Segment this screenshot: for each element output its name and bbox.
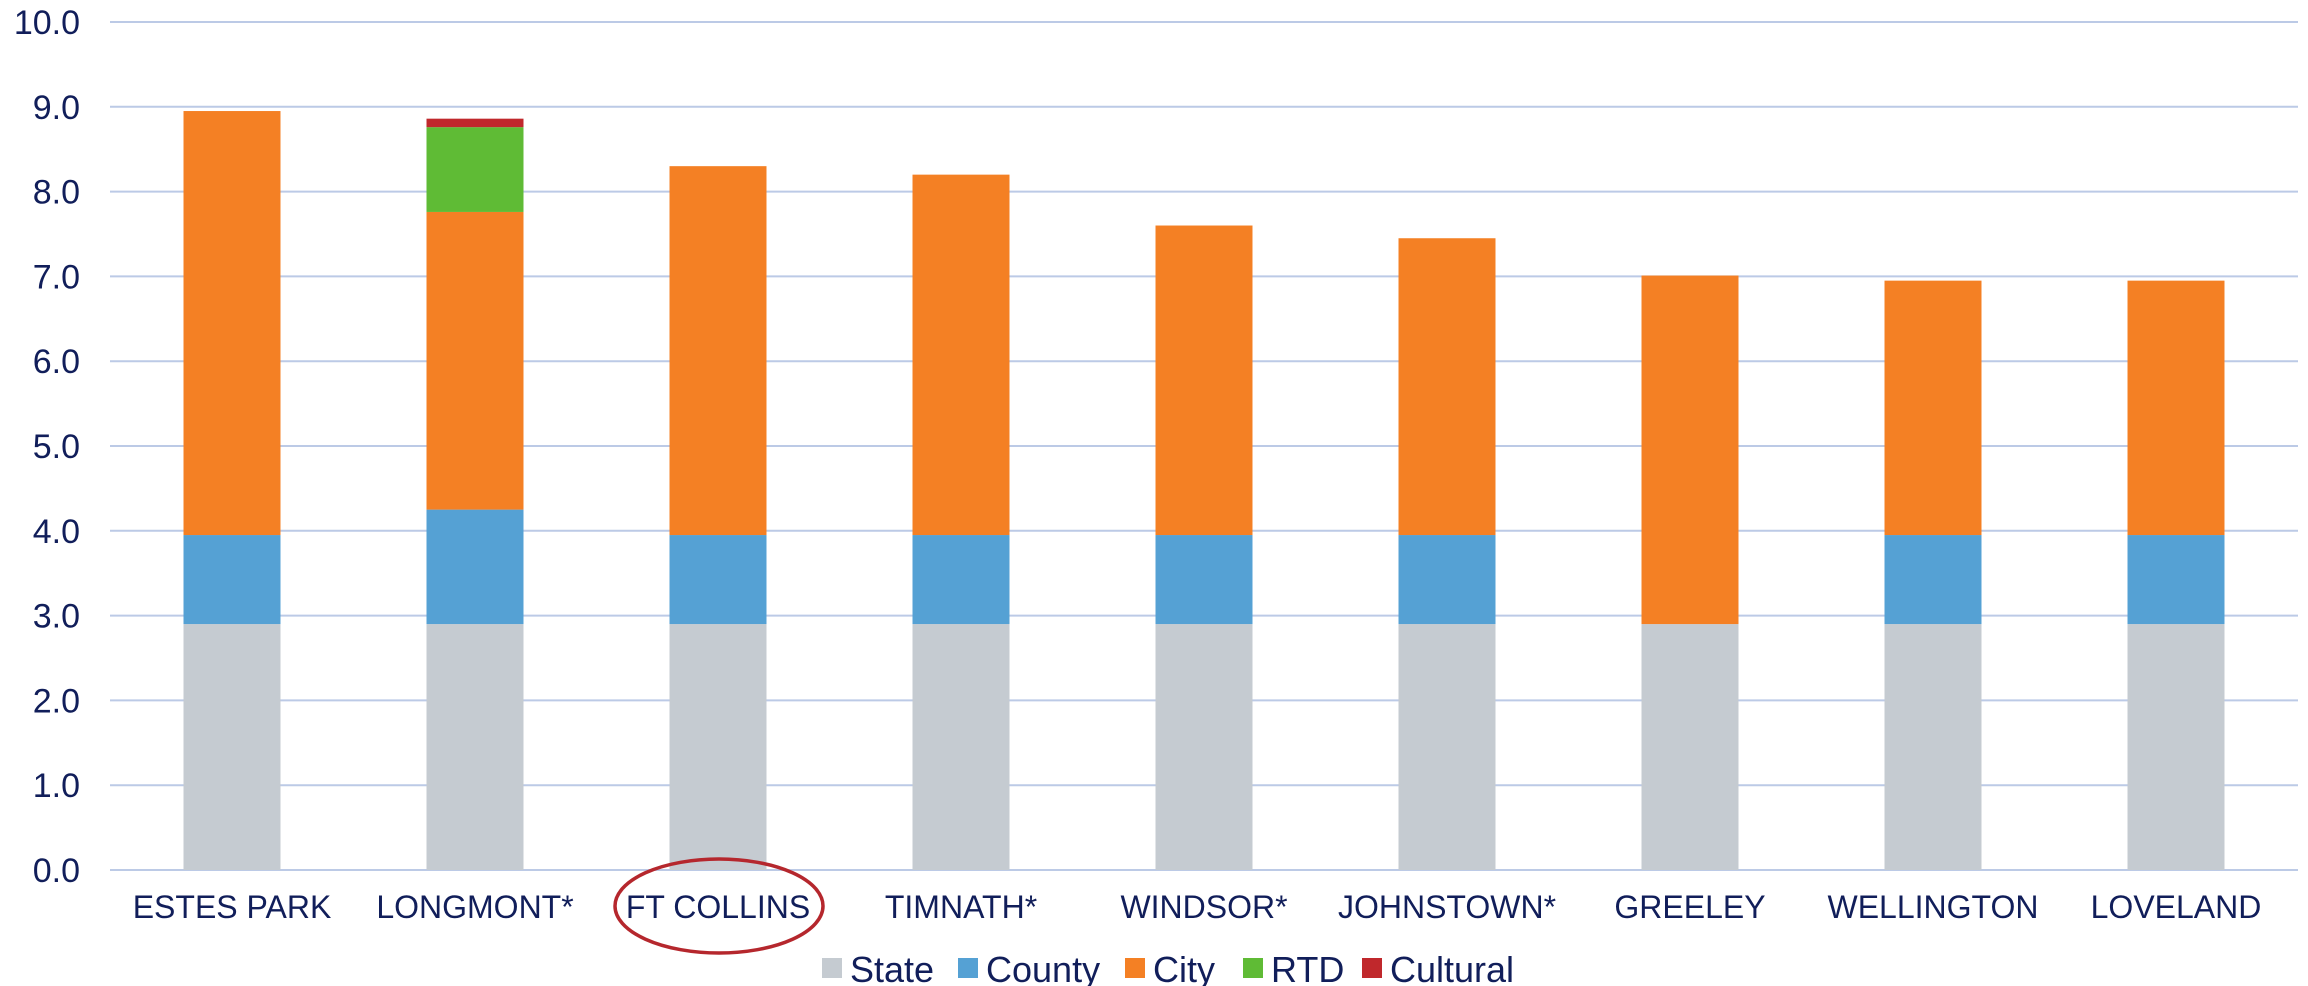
x-category-label: TIMNATH* [885, 889, 1037, 925]
bars [183, 111, 2225, 870]
x-category-label: JOHNSTOWN* [1338, 889, 1556, 925]
bar-longmont-city [426, 211, 524, 510]
bar-estes-park-city [183, 111, 281, 536]
x-category-label: ESTES PARK [133, 889, 332, 925]
y-tick-label: 1.0 [33, 767, 80, 805]
bar-timnath-state [912, 624, 1010, 870]
bar-ft-collins-city [669, 166, 767, 536]
bar-estes-park-state [183, 624, 281, 870]
bar-wellington-state [1884, 624, 1982, 870]
bar-windsor-city [1155, 225, 1253, 536]
bar-longmont-cultural [426, 118, 524, 128]
bar-wellington-county [1884, 535, 1982, 625]
legend-label-state: State [850, 949, 934, 986]
y-tick-label: 3.0 [33, 598, 80, 636]
bar-longmont-state [426, 624, 524, 870]
legend-swatch-state [822, 958, 842, 978]
highlight-annotation [613, 857, 825, 955]
y-tick-label: 5.0 [33, 428, 80, 466]
highlight-ellipse [613, 857, 825, 955]
y-tick-label: 7.0 [33, 258, 80, 296]
legend-swatch-cultural [1362, 958, 1382, 978]
x-category-label: WELLINGTON [1828, 889, 2039, 925]
bar-windsor-county [1155, 535, 1253, 625]
legend: State County City RTD Cultural [822, 949, 1514, 986]
bar-johnstown-state [1398, 624, 1496, 870]
x-category-label: GREELEY [1614, 889, 1765, 925]
bar-loveland-city [2127, 280, 2225, 536]
bar-timnath-county [912, 535, 1010, 625]
bar-loveland-county [2127, 535, 2225, 625]
bar-johnstown-city [1398, 238, 1496, 536]
x-category-label: FT COLLINS [626, 889, 810, 925]
y-tick-label: 10.0 [14, 4, 80, 42]
bar-greeley-state [1641, 624, 1739, 870]
y-axis-tick-labels: 0.0 1.0 2.0 3.0 4.0 5.0 6.0 7.0 8.0 9.0 10.0 [14, 4, 80, 890]
legend-label-city: City [1153, 949, 1215, 986]
bar-wellington-city [1884, 280, 1982, 536]
y-tick-label: 2.0 [33, 682, 80, 720]
bar-loveland-state [2127, 624, 2225, 870]
bar-ft-collins-state [669, 624, 767, 870]
bar-greeley-city [1641, 275, 1739, 625]
bar-estes-park-county [183, 535, 281, 625]
y-tick-label: 4.0 [33, 513, 80, 551]
y-tick-label: 0.0 [33, 852, 80, 890]
bar-windsor-state [1155, 624, 1253, 870]
x-category-label: WINDSOR* [1120, 889, 1287, 925]
bar-longmont-county [426, 509, 524, 625]
bar-johnstown-county [1398, 535, 1496, 625]
bar-timnath-city [912, 174, 1010, 536]
bar-ft-collins-county [669, 535, 767, 625]
legend-swatch-county [958, 958, 978, 978]
y-tick-label: 6.0 [33, 343, 80, 381]
y-tick-label: 9.0 [33, 89, 80, 127]
legend-swatch-city [1125, 958, 1145, 978]
legend-label-cultural: Cultural [1390, 949, 1514, 986]
legend-swatch-rtd [1243, 958, 1263, 978]
bar-longmont-rtd [426, 127, 524, 212]
x-axis-category-labels: ESTES PARK LONGMONT* FT COLLINS TIMNATH* WIN… [133, 889, 2262, 925]
legend-label-rtd: RTD [1271, 949, 1344, 986]
legend-label-county: County [986, 949, 1100, 986]
y-tick-label: 8.0 [33, 174, 80, 212]
x-category-label: LONGMONT* [376, 889, 573, 925]
x-category-label: LOVELAND [2091, 889, 2262, 925]
